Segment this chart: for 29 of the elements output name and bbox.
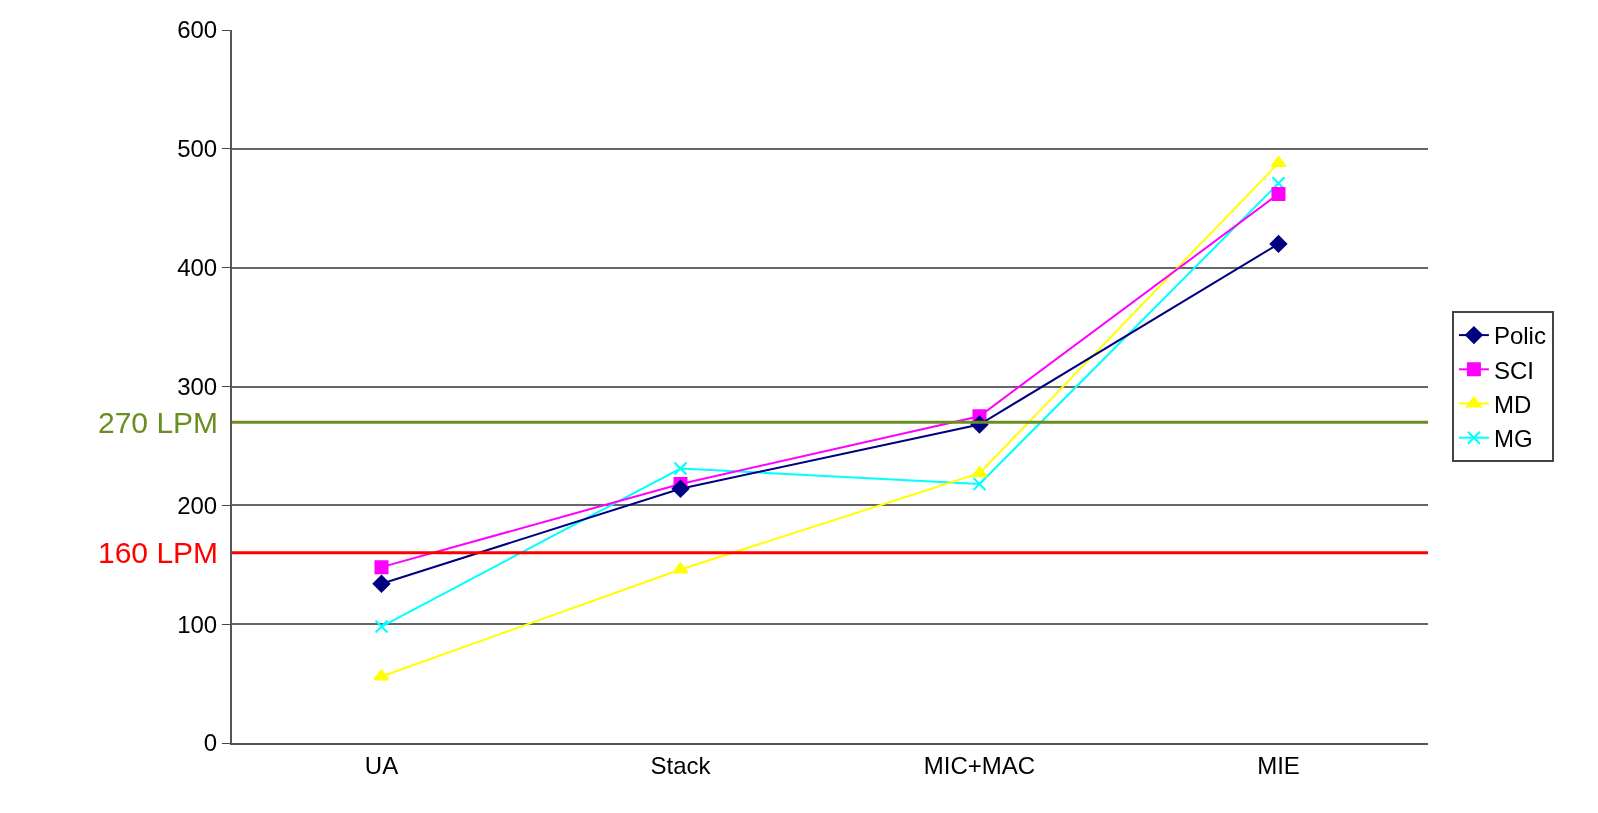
y-tick-label: 0 [203, 729, 218, 757]
x-tick-label: MIE [1257, 751, 1300, 779]
legend-label: Polic [1493, 322, 1546, 350]
y-tick-label: 600 [177, 16, 218, 44]
legend-label: SCI [1493, 356, 1534, 384]
point [971, 466, 988, 478]
point [1271, 186, 1286, 201]
x-tick-label: UA [364, 751, 399, 779]
y-tick-label: 500 [177, 135, 218, 163]
x-tick-label: MIC+MAC [923, 751, 1036, 779]
point [1269, 235, 1288, 253]
point [972, 476, 987, 491]
point [374, 619, 389, 634]
legend-label: MG [1493, 425, 1533, 453]
ref-line-label: 160 LPM [98, 536, 219, 569]
point [374, 560, 389, 575]
y-tick-label: 300 [177, 372, 218, 400]
y-tick-label: 100 [177, 610, 218, 638]
legend-label: MD [1493, 390, 1532, 418]
x-tick-label: Stack [650, 751, 712, 779]
y-tick-label: 200 [177, 491, 218, 519]
point [673, 461, 688, 476]
point [671, 479, 690, 498]
y-tick-label: 400 [177, 254, 218, 282]
point [372, 574, 391, 593]
point [1270, 156, 1287, 168]
ref-line-label: 270 LPM [98, 406, 219, 439]
point [672, 562, 689, 574]
point [373, 669, 390, 681]
